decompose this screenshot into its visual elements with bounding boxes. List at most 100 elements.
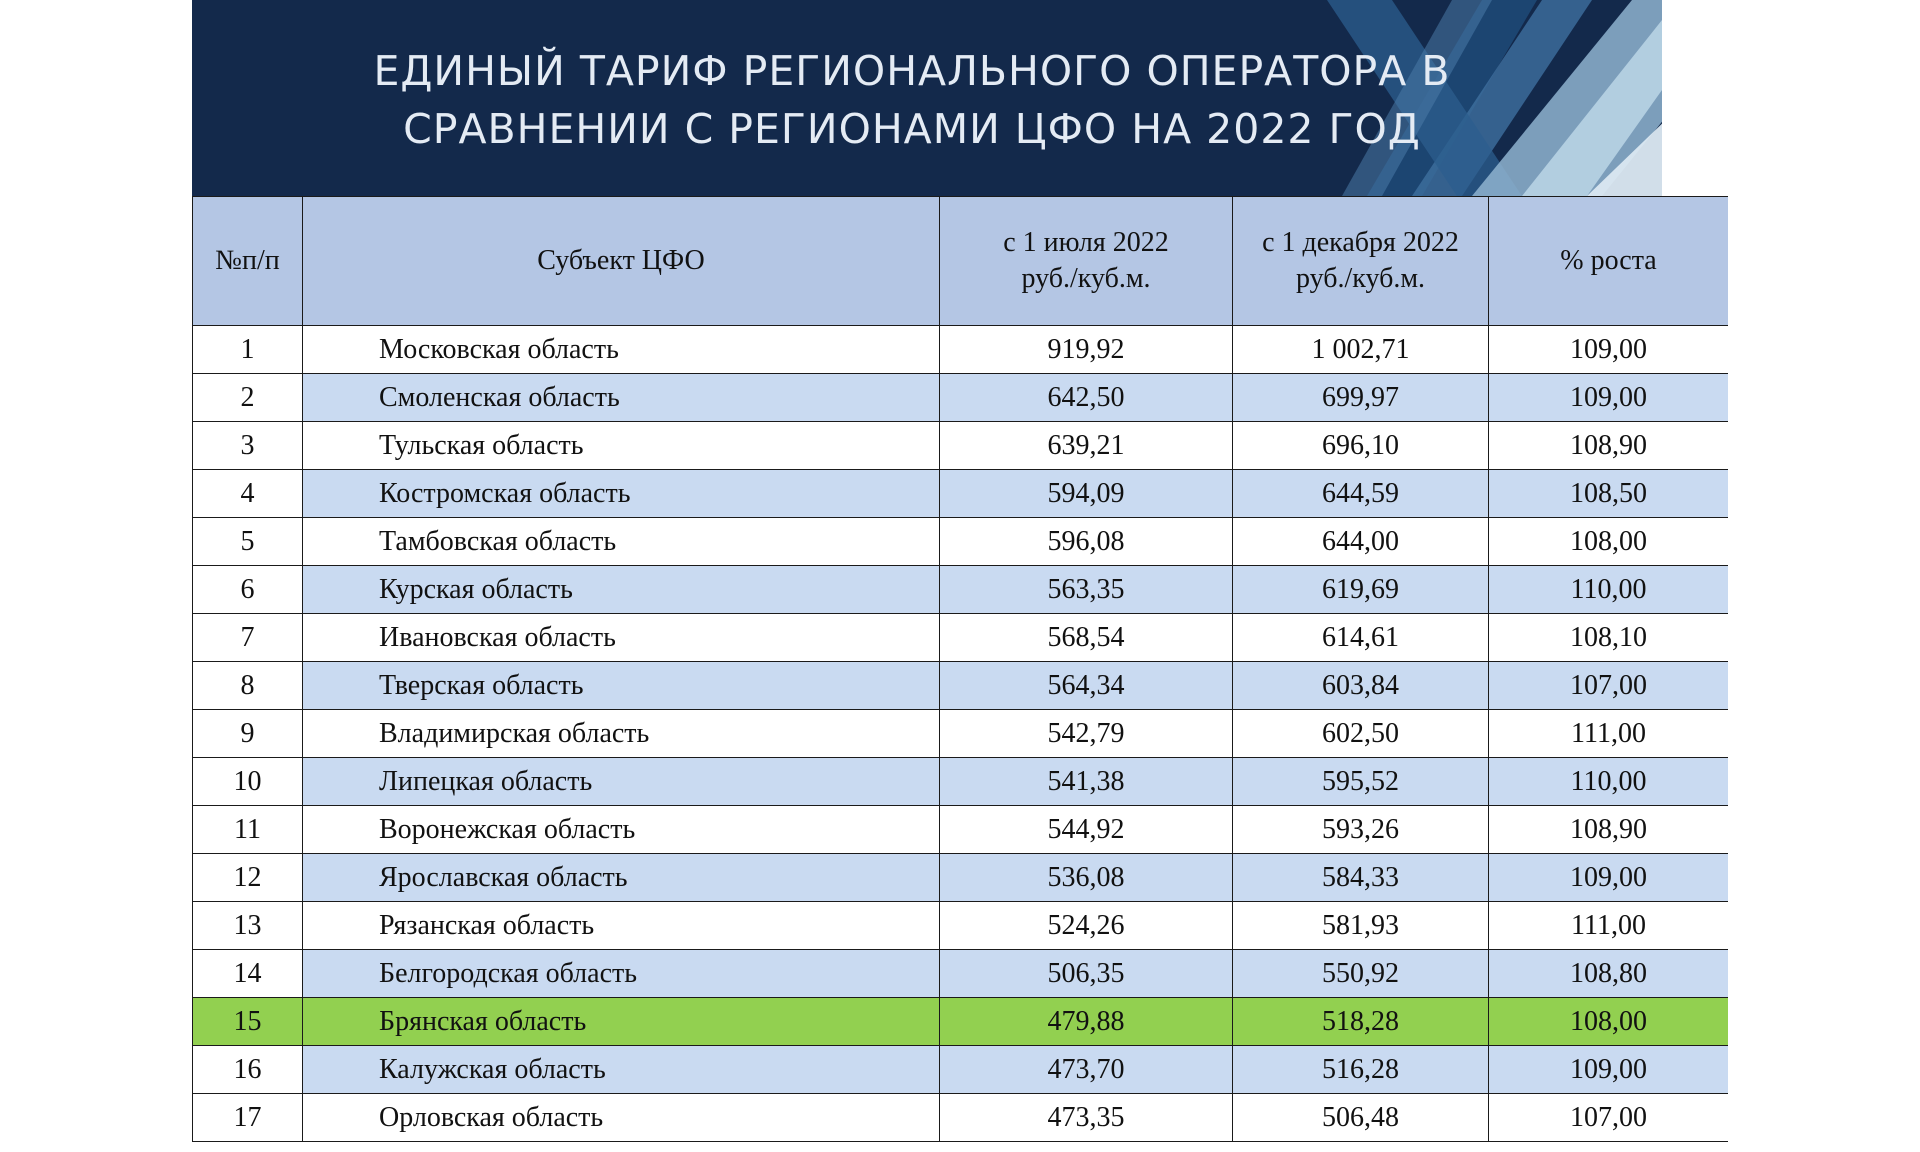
cell-july-tariff: 642,50 <box>939 373 1233 422</box>
cell-july-tariff: 473,35 <box>939 1093 1233 1142</box>
header-july: с 1 июля 2022 руб./куб.м. <box>939 196 1233 326</box>
cell-july-tariff: 544,92 <box>939 805 1233 854</box>
cell-july-tariff: 563,35 <box>939 565 1233 614</box>
cell-region: Воронежская область <box>302 805 940 854</box>
cell-december-tariff: 595,52 <box>1232 757 1489 806</box>
cell-july-tariff: 479,88 <box>939 997 1233 1046</box>
header-july-line2: руб./куб.м. <box>1021 263 1151 294</box>
table-row: 4 Костромская область 594,09 644,59 108,50 <box>192 469 1728 518</box>
cell-july-tariff: 596,08 <box>939 517 1233 566</box>
table-row: 3 Тульская область 639,21 696,10 108,90 <box>192 421 1728 470</box>
cell-region: Тульская область <box>302 421 940 470</box>
header-growth: % роста <box>1488 196 1728 326</box>
title-banner: ЕДИНЫЙ ТАРИФ РЕГИОНАЛЬНОГО ОПЕРАТОРА В С… <box>192 0 1728 196</box>
cell-num: 4 <box>192 469 303 518</box>
cell-growth-percent: 109,00 <box>1488 853 1728 902</box>
cell-num: 5 <box>192 517 303 566</box>
table-row: 1 Московская область 919,92 1 002,71 109,00 <box>192 325 1728 374</box>
header-dec-line1: с 1 декабря 2022 <box>1262 227 1459 258</box>
cell-july-tariff: 506,35 <box>939 949 1233 998</box>
cell-region: Костромская область <box>302 469 940 518</box>
cell-december-tariff: 593,26 <box>1232 805 1489 854</box>
cell-num: 8 <box>192 661 303 710</box>
table-row: 13 Рязанская область 524,26 581,93 111,00 <box>192 901 1728 950</box>
cell-july-tariff: 568,54 <box>939 613 1233 662</box>
cell-num: 6 <box>192 565 303 614</box>
table-row: 8 Тверская область 564,34 603,84 107,00 <box>192 661 1728 710</box>
header-num: №п/п <box>192 196 303 326</box>
cell-july-tariff: 542,79 <box>939 709 1233 758</box>
title-line-1: ЕДИНЫЙ ТАРИФ РЕГИОНАЛЬНОГО ОПЕРАТОРА В <box>373 47 1451 95</box>
table-row: 17 Орловская область 473,35 506,48 107,00 <box>192 1093 1728 1142</box>
cell-december-tariff: 603,84 <box>1232 661 1489 710</box>
header-december: с 1 декабря 2022 руб./куб.м. <box>1232 196 1489 326</box>
cell-num: 15 <box>192 997 303 1046</box>
title-line-2: СРАВНЕНИИ С РЕГИОНАМИ ЦФО НА 2022 ГОД <box>403 105 1421 153</box>
cell-growth-percent: 107,00 <box>1488 1093 1728 1142</box>
cell-region: Тверская область <box>302 661 940 710</box>
cell-growth-percent: 109,00 <box>1488 1045 1728 1094</box>
cell-growth-percent: 108,90 <box>1488 805 1728 854</box>
cell-growth-percent: 108,10 <box>1488 613 1728 662</box>
cell-num: 17 <box>192 1093 303 1142</box>
cell-region: Курская область <box>302 565 940 614</box>
cell-growth-percent: 108,00 <box>1488 517 1728 566</box>
cell-num: 1 <box>192 325 303 374</box>
table-row: 11 Воронежская область 544,92 593,26 108,90 <box>192 805 1728 854</box>
cell-region: Белгородская область <box>302 949 940 998</box>
cell-growth-percent: 108,80 <box>1488 949 1728 998</box>
cell-region: Владимирская область <box>302 709 940 758</box>
cell-december-tariff: 581,93 <box>1232 901 1489 950</box>
decorative-stripes-graphic <box>1327 0 1728 196</box>
cell-july-tariff: 473,70 <box>939 1045 1233 1094</box>
cell-region: Рязанская область <box>302 901 940 950</box>
cell-num: 10 <box>192 757 303 806</box>
cell-december-tariff: 516,28 <box>1232 1045 1489 1094</box>
cell-num: 16 <box>192 1045 303 1094</box>
table-row: 16 Калужская область 473,70 516,28 109,00 <box>192 1045 1728 1094</box>
table-row: 5 Тамбовская область 596,08 644,00 108,00 <box>192 517 1728 566</box>
cell-num: 13 <box>192 901 303 950</box>
cell-region: Липецкая область <box>302 757 940 806</box>
table-row: 6 Курская область 563,35 619,69 110,00 <box>192 565 1728 614</box>
cell-december-tariff: 584,33 <box>1232 853 1489 902</box>
cell-july-tariff: 594,09 <box>939 469 1233 518</box>
tariff-table: №п/п Субъект ЦФО с 1 июля 2022 руб./куб.… <box>192 196 1728 1142</box>
table-row: 2 Смоленская область 642,50 699,97 109,00 <box>192 373 1728 422</box>
cell-july-tariff: 541,38 <box>939 757 1233 806</box>
table-row: 15 Брянская область 479,88 518,28 108,00 <box>192 997 1728 1046</box>
cell-growth-percent: 107,00 <box>1488 661 1728 710</box>
cell-july-tariff: 919,92 <box>939 325 1233 374</box>
cell-num: 7 <box>192 613 303 662</box>
header-july-line1: с 1 июля 2022 <box>1003 227 1169 258</box>
cell-region: Калужская область <box>302 1045 940 1094</box>
cell-july-tariff: 536,08 <box>939 853 1233 902</box>
cell-num: 14 <box>192 949 303 998</box>
cell-region: Брянская область <box>302 997 940 1046</box>
cell-region: Орловская область <box>302 1093 940 1142</box>
cell-december-tariff: 1 002,71 <box>1232 325 1489 374</box>
page-title: ЕДИНЫЙ ТАРИФ РЕГИОНАЛЬНОГО ОПЕРАТОРА В С… <box>192 42 1632 158</box>
cell-growth-percent: 110,00 <box>1488 757 1728 806</box>
header-dec-line2: руб./куб.м. <box>1295 263 1426 294</box>
cell-num: 12 <box>192 853 303 902</box>
cell-july-tariff: 524,26 <box>939 901 1233 950</box>
cell-july-tariff: 639,21 <box>939 421 1233 470</box>
cell-december-tariff: 550,92 <box>1232 949 1489 998</box>
cell-num: 11 <box>192 805 303 854</box>
cell-december-tariff: 644,00 <box>1232 517 1489 566</box>
table-row: 9 Владимирская область 542,79 602,50 111,00 <box>192 709 1728 758</box>
cell-december-tariff: 506,48 <box>1232 1093 1489 1142</box>
cell-growth-percent: 111,00 <box>1488 709 1728 758</box>
table-body: 1 Московская область 919,92 1 002,71 109,00 2… <box>192 325 1728 1142</box>
cell-growth-percent: 108,50 <box>1488 469 1728 518</box>
cell-december-tariff: 696,10 <box>1232 421 1489 470</box>
table-row: 10 Липецкая область 541,38 595,52 110,00 <box>192 757 1728 806</box>
cell-december-tariff: 602,50 <box>1232 709 1489 758</box>
cell-region: Смоленская область <box>302 373 940 422</box>
cell-num: 3 <box>192 421 303 470</box>
cell-december-tariff: 699,97 <box>1232 373 1489 422</box>
slide: ЕДИНЫЙ ТАРИФ РЕГИОНАЛЬНОГО ОПЕРАТОРА В С… <box>192 0 1728 1152</box>
cell-num: 9 <box>192 709 303 758</box>
table-row: 7 Ивановская область 568,54 614,61 108,10 <box>192 613 1728 662</box>
